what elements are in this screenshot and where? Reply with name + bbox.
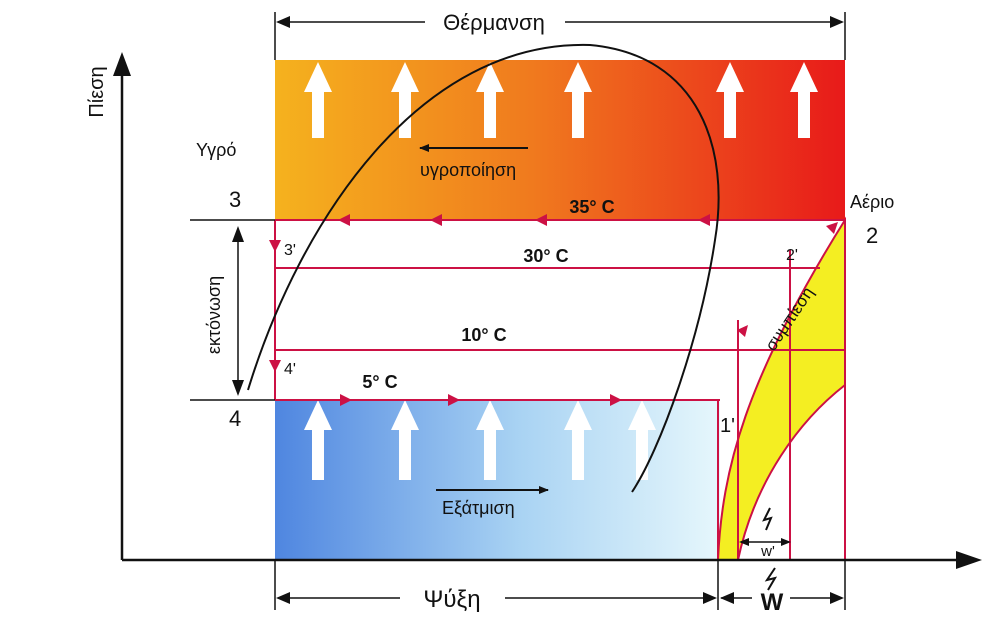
left-arrowhead-icon xyxy=(338,214,350,226)
left-arrow-icon xyxy=(276,592,290,604)
left-arrow-icon xyxy=(276,16,290,28)
bottom-dimensions xyxy=(274,538,846,610)
up-arrow-icon xyxy=(391,400,419,480)
heating-region xyxy=(275,60,845,220)
down-arrow-icon xyxy=(232,380,244,396)
up-arrow-icon xyxy=(476,400,504,480)
evaporation-label: Εξάτμιση xyxy=(442,498,515,518)
up-arrow-icon xyxy=(716,62,744,138)
work-partial-label: w' xyxy=(760,543,775,560)
point-4-label: 4 xyxy=(229,406,241,431)
point-2-label: 2 xyxy=(866,223,878,248)
up-arrow-icon xyxy=(790,62,818,138)
down-arrowhead-icon xyxy=(269,360,281,372)
work-label: W xyxy=(761,589,784,616)
right-arrow-icon xyxy=(703,592,717,604)
up-right-arrowhead-icon xyxy=(826,222,838,234)
up-arrow-icon xyxy=(391,62,419,138)
point-3p-label: 3' xyxy=(284,242,296,259)
up-arrow-icon xyxy=(564,400,592,480)
left-arrowhead-icon xyxy=(430,214,442,226)
right-arrow-icon xyxy=(830,16,844,28)
temp-10-label: 10° C xyxy=(461,325,506,345)
temp-30-label: 30° C xyxy=(523,246,568,266)
condensation-label: υγροποίηση xyxy=(420,160,516,180)
compression-region xyxy=(716,216,846,561)
right-arrowhead-icon xyxy=(448,394,460,406)
up-arrow-icon xyxy=(304,400,332,480)
expansion-arrow xyxy=(232,226,244,396)
up-arrow-icon xyxy=(113,52,131,76)
right-arrow-icon xyxy=(781,538,791,546)
point-2p-label: 2' xyxy=(786,247,798,264)
temp-5-label: 5° C xyxy=(362,372,397,392)
point-1p-label: 1' xyxy=(720,415,735,437)
right-arrowhead-icon xyxy=(610,394,622,406)
point-4p-label: 4' xyxy=(284,361,296,378)
up-right-arrowhead-icon xyxy=(737,325,748,337)
heating-up-arrows xyxy=(304,62,818,138)
right-arrow-icon xyxy=(830,592,844,604)
right-arrow-icon xyxy=(956,551,982,569)
liquid-label: Υγρό xyxy=(196,140,236,160)
up-arrow-icon xyxy=(564,62,592,138)
flow-arrowheads xyxy=(269,214,838,406)
temp-35-label: 35° C xyxy=(569,197,614,217)
left-arrow-icon xyxy=(720,592,734,604)
gas-label: Αέριο xyxy=(850,192,894,212)
left-arrowhead-icon xyxy=(698,214,710,226)
process-lines xyxy=(274,219,845,401)
left-arrow-icon xyxy=(739,538,749,546)
up-arrow-icon xyxy=(232,226,244,242)
down-arrowhead-icon xyxy=(269,240,281,252)
up-arrow-icon xyxy=(628,400,656,480)
lightning-icon xyxy=(762,507,773,531)
lightning-icon xyxy=(764,567,778,591)
expansion-label: εκτόνωση xyxy=(204,276,224,354)
up-arrow-icon xyxy=(304,62,332,138)
point-3-label: 3 xyxy=(229,187,241,212)
right-arrowhead-icon xyxy=(340,394,352,406)
heating-dimension xyxy=(274,12,846,60)
cooling-up-arrows xyxy=(304,400,656,480)
up-arrow-icon xyxy=(476,62,504,138)
left-arrowhead-icon xyxy=(535,214,547,226)
cooling-label: Ψύξη xyxy=(423,586,480,613)
axes xyxy=(113,52,982,569)
saturation-dome xyxy=(247,43,720,493)
heating-label: Θέρμανση xyxy=(443,10,545,35)
pressure-axis-label: Πίεση xyxy=(86,66,108,117)
